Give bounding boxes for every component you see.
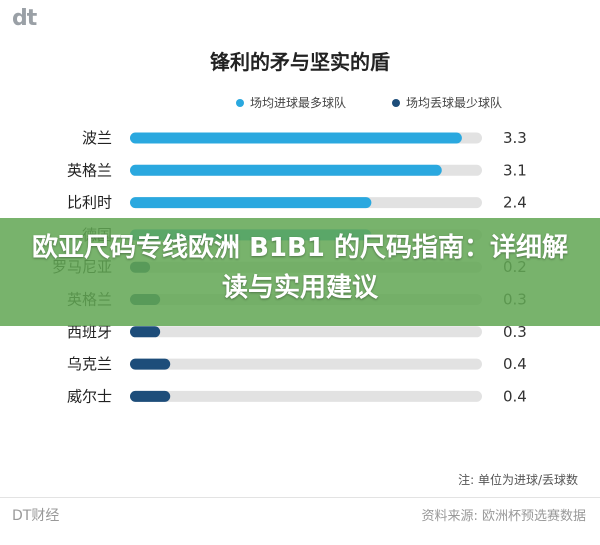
brand-name: DT财经 bbox=[12, 508, 60, 524]
bar bbox=[130, 197, 372, 209]
legend-dot-defense bbox=[392, 98, 400, 107]
bar-track bbox=[130, 326, 482, 338]
category-label: 英格兰 bbox=[67, 161, 112, 179]
data-source: 资料来源: 欧洲杯预选赛数据 bbox=[421, 509, 586, 524]
category-label: 威尔士 bbox=[67, 387, 112, 405]
value-label: 2.4 bbox=[503, 194, 527, 212]
overlay-banner bbox=[0, 218, 600, 326]
legend-dot-attack bbox=[236, 98, 244, 107]
value-label: 3.3 bbox=[503, 129, 527, 147]
bar-track bbox=[130, 358, 482, 370]
chart-title: 锋利的矛与坚实的盾 bbox=[210, 50, 390, 74]
value-label: 0.4 bbox=[503, 387, 527, 405]
unit-note: 注: 单位为进球/丢球数 bbox=[458, 473, 578, 487]
legend-item-attack: 场均进球最多球队 bbox=[236, 94, 346, 111]
category-label: 波兰 bbox=[82, 129, 112, 147]
legend-label-attack: 场均进球最多球队 bbox=[250, 96, 347, 110]
category-label: 西班牙 bbox=[67, 323, 112, 341]
value-label: 0.3 bbox=[503, 323, 527, 341]
brand-logo: dt bbox=[12, 6, 37, 31]
value-label: 3.1 bbox=[503, 161, 527, 179]
bar-track bbox=[130, 390, 482, 402]
footer-divider bbox=[0, 497, 600, 498]
bar bbox=[130, 358, 171, 370]
category-label: 乌克兰 bbox=[67, 355, 112, 373]
legend-item-defense: 场均丢球最少球队 bbox=[392, 94, 502, 111]
bar bbox=[130, 132, 462, 144]
overlay-headline: 欧亚尺码专线欧洲 B1B1 的尺码指南：详细解读与实用建议 bbox=[32, 233, 568, 303]
category-label: 比利时 bbox=[67, 194, 112, 212]
legend-label-defense: 场均丢球最少球队 bbox=[406, 96, 503, 110]
bar bbox=[130, 164, 442, 176]
bar bbox=[130, 326, 161, 338]
bar bbox=[130, 390, 171, 402]
value-label: 0.4 bbox=[503, 355, 527, 373]
